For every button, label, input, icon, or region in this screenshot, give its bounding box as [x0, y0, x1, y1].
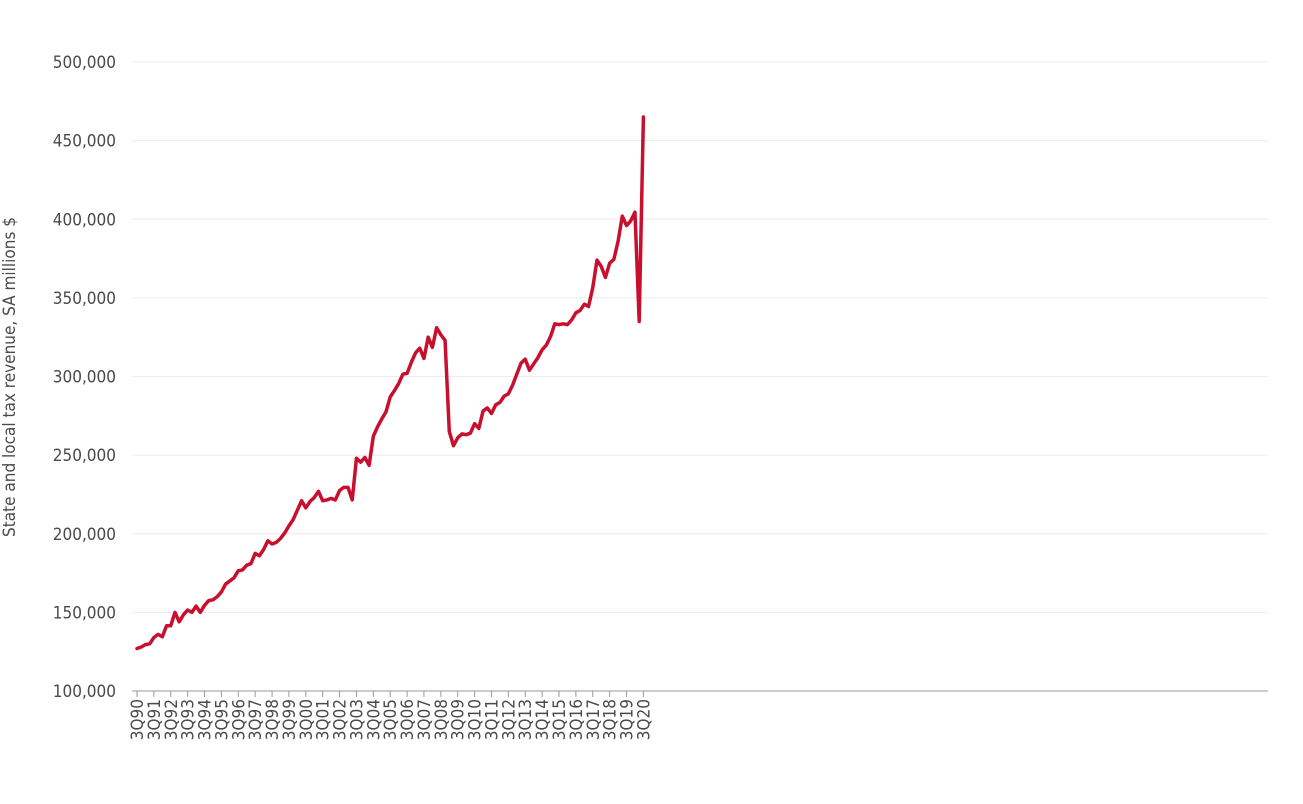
x-tick-label: 3Q17 — [584, 699, 604, 740]
y-tick-label: 150,000 — [53, 603, 116, 623]
x-tick-label: 3Q99 — [280, 699, 300, 740]
x-tick-label: 3Q15 — [550, 699, 570, 740]
gridlines — [132, 61, 1268, 613]
x-tick-label: 3Q08 — [432, 699, 452, 740]
x-tick-label: 3Q96 — [229, 699, 249, 740]
x-tick-label: 3Q90 — [128, 699, 148, 740]
y-tick-label: 200,000 — [53, 525, 116, 545]
y-tick-label: 500,000 — [53, 53, 116, 73]
y-tick-label: 400,000 — [53, 210, 116, 230]
x-tick-label: 3Q98 — [263, 699, 283, 740]
x-tick-label: 3Q91 — [145, 699, 165, 740]
x-tick-label: 3Q19 — [618, 699, 638, 740]
y-tick-label: 300,000 — [53, 368, 116, 388]
x-tick-label: 3Q92 — [162, 699, 182, 740]
x-tick-label: 3Q97 — [246, 699, 266, 740]
series-line — [135, 115, 646, 651]
x-tick-label: 3Q09 — [449, 699, 469, 740]
x-tick-label: 3Q16 — [567, 699, 587, 740]
x-tick-label: 3Q02 — [331, 699, 351, 740]
y-axis-tick-labels: 100,000 150,000 200,000 250,000 300,000 350,0… — [53, 53, 116, 702]
x-tick-label: 3Q12 — [499, 699, 519, 740]
x-tick-label: 3Q93 — [179, 699, 199, 740]
x-axis-tick-labels: 3Q903Q913Q923Q933Q943Q953Q963Q973Q983Q99… — [128, 699, 654, 740]
x-tick-label: 3Q06 — [398, 699, 418, 740]
x-tick-label: 3Q20 — [634, 699, 654, 740]
x-tick-label: 3Q03 — [347, 699, 367, 740]
x-tick-label: 3Q11 — [482, 699, 502, 740]
x-tick-label: 3Q05 — [381, 699, 401, 740]
x-tick-label: 3Q10 — [466, 699, 486, 740]
y-tick-label: 250,000 — [53, 446, 116, 466]
x-tick-label: 3Q01 — [314, 699, 334, 740]
x-tick-label: 3Q14 — [533, 699, 553, 740]
x-tick-label: 3Q13 — [516, 699, 536, 740]
x-tick-label: 3Q04 — [364, 699, 384, 740]
y-tick-label: 350,000 — [53, 289, 116, 309]
x-tick-label: 3Q94 — [196, 699, 216, 740]
x-tick-label: 3Q18 — [601, 699, 621, 740]
x-tick-label: 3Q95 — [212, 699, 232, 740]
x-axis — [132, 690, 1268, 697]
y-tick-label: 450,000 — [53, 132, 116, 152]
y-tick-label: 100,000 — [53, 682, 116, 702]
x-tick-label: 3Q07 — [415, 699, 435, 740]
y-axis-title: State and local tax revenue, SA millions… — [0, 217, 20, 537]
x-tick-label: 3Q00 — [297, 699, 317, 740]
